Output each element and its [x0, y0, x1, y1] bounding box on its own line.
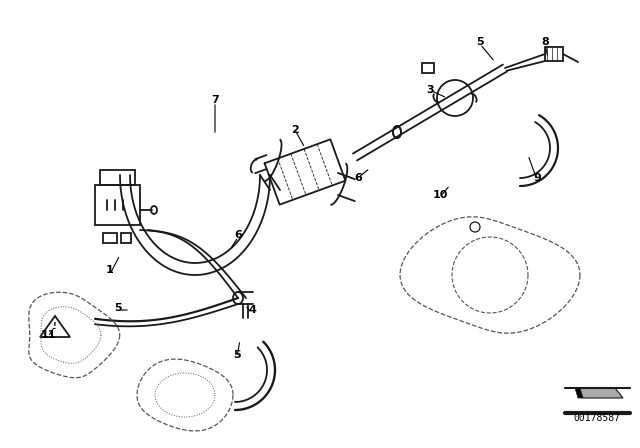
Bar: [422, 63, 434, 73]
Text: 5: 5: [114, 303, 122, 313]
Polygon shape: [575, 388, 583, 398]
Text: 9: 9: [533, 173, 541, 183]
Text: 5: 5: [233, 350, 241, 360]
Text: !: !: [53, 322, 57, 331]
Bar: [545, 47, 563, 61]
Text: 2: 2: [291, 125, 299, 135]
Text: 00178587: 00178587: [573, 413, 621, 423]
Text: 5: 5: [476, 37, 484, 47]
Bar: [103, 233, 117, 243]
Polygon shape: [575, 388, 623, 398]
Text: 6: 6: [234, 230, 242, 240]
Text: 6: 6: [354, 173, 362, 183]
Bar: [100, 170, 135, 185]
Text: 1: 1: [106, 265, 114, 275]
Bar: [95, 185, 140, 225]
Text: 7: 7: [211, 95, 219, 105]
Text: 8: 8: [541, 37, 549, 47]
Text: 10: 10: [432, 190, 448, 200]
Text: 4: 4: [248, 305, 256, 315]
Text: 3: 3: [426, 85, 434, 95]
Text: 11: 11: [40, 330, 56, 340]
Ellipse shape: [393, 126, 401, 138]
Bar: [121, 233, 131, 243]
